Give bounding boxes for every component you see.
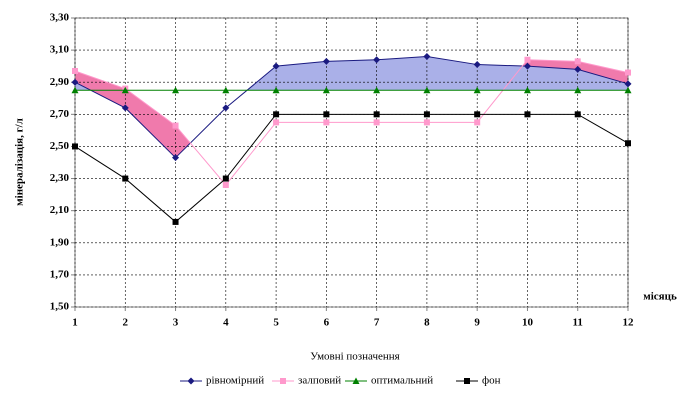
y-tick-label: 2,30 [50,172,70,184]
data-point [373,119,380,126]
shaded-area [75,56,628,91]
data-point [72,143,78,150]
legend-label: оптимальний [371,375,433,387]
data-point [473,61,481,69]
y-tick-label: 2,10 [50,204,70,216]
y-tick-label: 3,10 [50,44,70,56]
data-point [172,86,180,94]
x-tick-label: 3 [173,317,179,329]
series-line [74,113,629,223]
legend-marker [352,377,360,384]
data-point [222,181,229,188]
data-point [323,111,330,118]
data-point [172,218,179,225]
data-point [523,86,531,94]
legend-title: Умовні позначення [310,351,399,363]
data-point [273,111,280,118]
y-tick-label: 1,70 [50,268,70,280]
y-axis-label: мінералізація, г/л [14,118,26,206]
data-point [222,86,230,94]
data-point [71,86,79,94]
x-tick-label: 6 [324,317,330,329]
data-point [71,78,79,86]
data-point [624,86,632,94]
data-point [323,119,330,126]
y-tick-label: 2,50 [50,140,70,152]
y-tick-label: 3,30 [50,12,70,24]
data-point [423,111,430,118]
data-point [272,62,280,70]
x-tick-label: 9 [474,317,480,329]
legend-label: рівномірний [206,375,264,387]
data-point [474,119,481,126]
data-point [222,104,230,112]
x-tick-label: 12 [623,317,635,329]
legend-label: фон [482,375,501,387]
series-line [74,56,629,159]
data-point [574,58,581,65]
data-point [172,154,180,162]
series-line [74,59,629,186]
data-point [373,111,380,118]
data-point [373,86,381,94]
data-point [574,111,581,118]
x-tick-label: 4 [223,317,229,329]
y-tick-label: 1,50 [50,301,70,313]
data-point [625,140,631,147]
legend-marker [464,378,470,384]
data-point [625,69,631,76]
data-point [474,111,481,118]
legend-marker [187,377,195,385]
x-tick-label: 8 [424,317,430,329]
y-tick-label: 2,90 [50,76,70,88]
data-point [574,86,582,94]
data-point [122,175,129,182]
data-point [423,86,431,94]
data-point [273,119,280,126]
x-axis-label: місяць [643,291,677,303]
legend-marker [280,378,286,384]
data-point [574,65,582,73]
shaded-area [75,59,628,158]
data-point [121,86,129,94]
x-tick-label: 5 [273,317,279,329]
x-tick-label: 10 [522,317,534,329]
x-tick-label: 2 [123,317,129,329]
data-point [172,122,179,129]
data-point [423,53,431,61]
data-point [222,175,229,182]
x-tick-label: 11 [573,317,583,329]
data-point [322,86,330,94]
data-point [121,104,129,112]
data-point [473,86,481,94]
data-point [72,67,78,74]
y-tick-label: 2,70 [50,108,70,120]
data-point [524,111,531,118]
data-point [624,80,632,88]
data-point [423,119,430,126]
x-tick-label: 1 [72,317,78,329]
data-point [524,56,531,63]
data-point [272,86,280,94]
data-point [523,62,531,70]
y-tick-label: 1,90 [50,236,70,248]
data-point [322,57,330,65]
x-tick-label: 7 [374,317,380,329]
legend-label: залповий [298,375,341,387]
data-point [373,56,381,64]
